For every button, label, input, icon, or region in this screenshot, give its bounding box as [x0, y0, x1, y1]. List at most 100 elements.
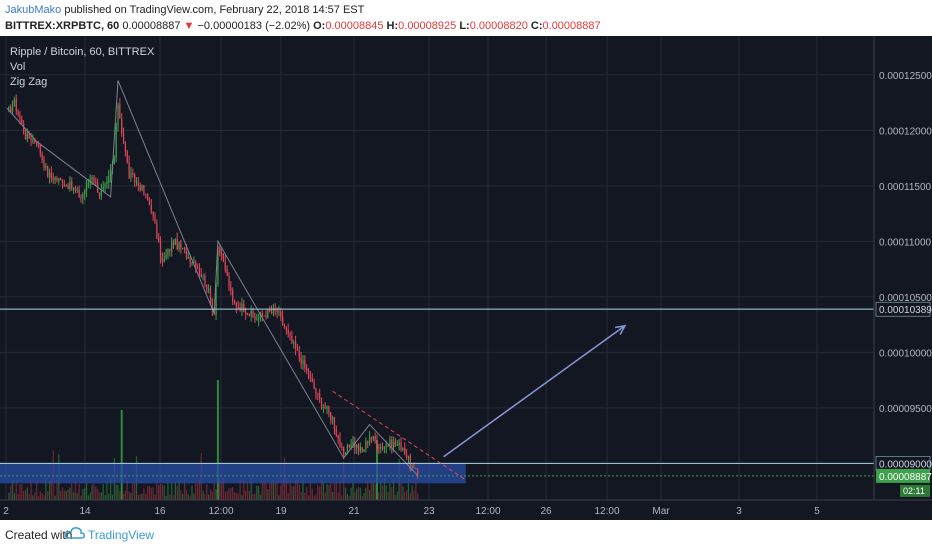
candle-body: [239, 306, 241, 311]
candle-body: [26, 132, 28, 140]
volume-bar: [8, 492, 10, 500]
volume-bar: [104, 495, 106, 500]
candle-body: [365, 441, 367, 450]
volume-bar: [98, 492, 101, 500]
support-zone: [0, 463, 466, 484]
candle-body: [56, 177, 58, 181]
candle-body: [217, 247, 219, 285]
candle-body: [115, 126, 117, 159]
volume-bar: [331, 491, 334, 500]
candle-body: [331, 417, 334, 420]
volume-bar: [274, 483, 276, 500]
candle-body: [47, 165, 49, 178]
volume-bar: [326, 484, 328, 500]
volume-bar: [195, 483, 197, 500]
volume-bar: [213, 482, 215, 500]
volume-bar: [285, 478, 287, 500]
volume-bar: [359, 487, 361, 500]
open-value: 0.00008845: [325, 20, 384, 32]
candle-body: [104, 184, 106, 188]
candle-body: [220, 253, 223, 255]
volume-bar: [189, 495, 191, 500]
tradingview-cloud-icon[interactable]: [65, 526, 85, 540]
candle-body: [309, 377, 312, 379]
volume-bar: [119, 491, 121, 500]
volume-bar: [165, 495, 167, 500]
price-axis[interactable]: 0.00012500 0.00012000 0.00011500 0.00011000…: [873, 36, 932, 520]
time-tick-label: 21: [348, 506, 360, 517]
candle-body: [287, 330, 289, 334]
candle-body: [41, 154, 43, 160]
candle-body: [178, 242, 180, 250]
volume-bar: [100, 492, 102, 500]
volume-bar: [143, 488, 145, 500]
volume-bar: [378, 492, 380, 500]
volume-bar: [409, 493, 411, 500]
volume-bar: [69, 487, 71, 500]
candle-body: [272, 308, 275, 313]
candle-body: [119, 104, 121, 119]
arrow-head-icon: [614, 324, 627, 335]
volume-bar: [356, 488, 358, 500]
price-chart[interactable]: 0.00012500 0.00012000 0.00011500 0.00011000…: [0, 36, 932, 520]
price-tick-label: 0.00012500: [879, 71, 932, 82]
volume-bar: [109, 478, 112, 500]
volume-bar: [30, 480, 32, 500]
volume-bar: [132, 482, 134, 500]
zigzag-indicator: [6, 80, 419, 476]
volume-bar: [115, 484, 117, 500]
tradingview-brand[interactable]: TradingView: [88, 528, 155, 542]
candle-body: [233, 300, 236, 303]
volume-bar: [233, 492, 236, 500]
volume-bar: [237, 493, 239, 500]
volume-bar: [287, 493, 289, 500]
volume-bar: [417, 493, 419, 500]
candle-body: [235, 302, 238, 307]
volume-bar: [196, 483, 199, 500]
candle-body: [357, 445, 360, 451]
volume-bar: [272, 480, 275, 500]
volume-bar: [370, 480, 373, 500]
candle-body: [204, 276, 206, 286]
candle-body: [398, 442, 400, 446]
time-tick-label: 16: [154, 506, 166, 517]
volume-bar: [368, 490, 371, 500]
candle-body: [228, 275, 230, 288]
time-axis[interactable]: 2 14 16 12:00 19 21 23 12:00 26 12:00 Mar 3 5: [0, 499, 932, 520]
volume-bar: [41, 493, 43, 500]
volume-bar: [102, 483, 104, 500]
author-link[interactable]: JakubMako: [5, 4, 62, 16]
candle-body: [17, 111, 19, 115]
volume-bar: [89, 492, 91, 500]
volume-bar: [84, 487, 86, 500]
volume-bar: [204, 494, 206, 500]
candle-body: [54, 177, 56, 181]
down-arrow-icon: ▼: [183, 20, 195, 32]
candle-body: [82, 193, 84, 198]
volume-bar: [257, 485, 260, 500]
candle-body: [171, 242, 173, 252]
candle-body: [169, 249, 171, 252]
candle-body: [389, 439, 391, 447]
candle-body: [65, 184, 67, 186]
candle-body: [341, 446, 343, 448]
candle-body: [117, 104, 119, 127]
candle-body: [37, 144, 40, 146]
volume-bar: [263, 480, 265, 500]
volume-bar: [383, 478, 386, 500]
candle-body: [346, 445, 349, 454]
volume-bar: [161, 484, 164, 500]
candle-body: [187, 256, 189, 258]
candle-body: [232, 290, 234, 301]
chart-background: [0, 36, 932, 520]
candle-body: [393, 442, 395, 448]
volume-bar: [243, 480, 245, 500]
volume-bar: [381, 485, 384, 500]
candle-body: [383, 446, 386, 449]
price-tick-label: 0.00012000: [879, 126, 932, 137]
candle-body: [195, 262, 197, 268]
candle-body: [256, 319, 258, 321]
candle-body: [313, 382, 315, 389]
candle-body: [405, 454, 408, 458]
volume-bar: [317, 484, 319, 500]
